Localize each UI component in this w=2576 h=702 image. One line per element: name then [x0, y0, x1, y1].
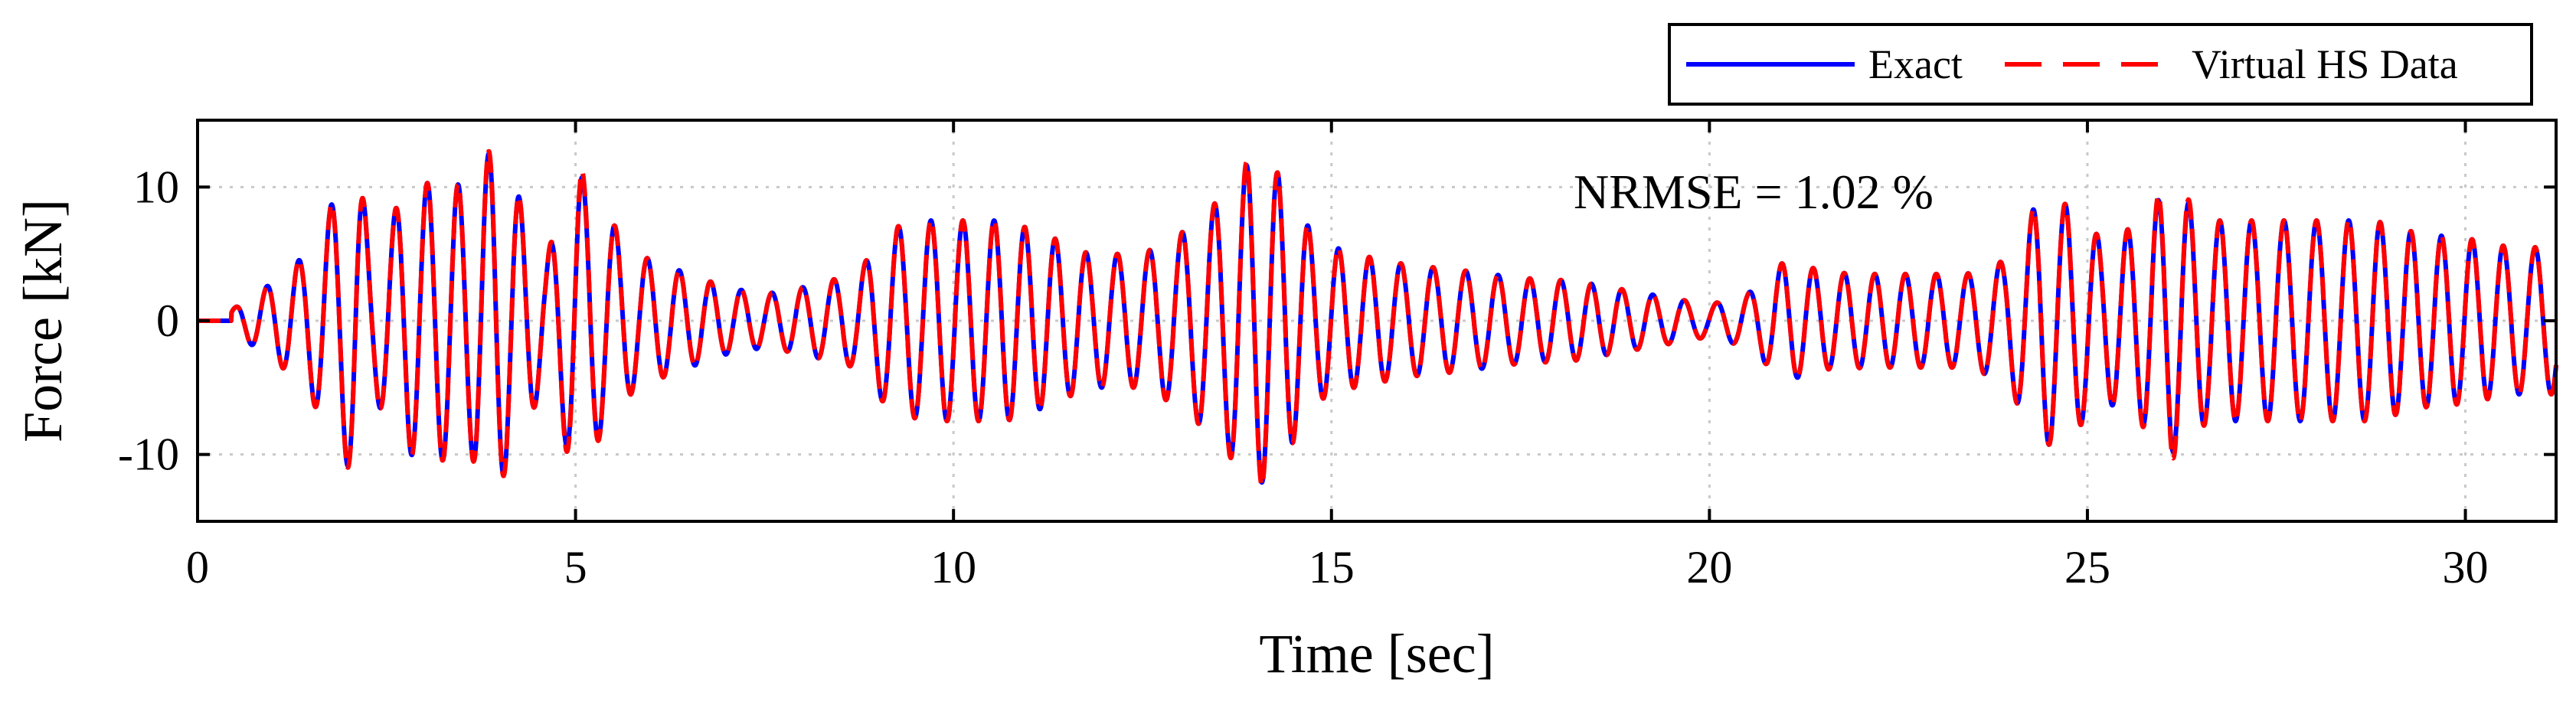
- y-tick-labels: -10 0 10: [118, 162, 179, 479]
- x-tick-label: 5: [564, 542, 587, 593]
- x-axis-label: Time [sec]: [1259, 623, 1494, 684]
- nrmse-annotation: NRMSE = 1.02 %: [1574, 165, 1934, 219]
- x-tick-labels: 0 5 10 15 20 25 30: [186, 542, 2489, 593]
- x-tick-label: 10: [930, 542, 976, 593]
- x-tick-label: 20: [1686, 542, 1732, 593]
- y-tick-label: 10: [133, 162, 179, 212]
- x-tick-label: 30: [2443, 542, 2489, 593]
- series-layer: [195, 149, 2558, 488]
- legend-label-exact: Exact: [1868, 41, 1963, 87]
- y-tick-label: -10: [118, 429, 179, 480]
- legend-label-virtual: Virtual HS Data: [2192, 41, 2458, 87]
- tick-marks: [196, 120, 2556, 521]
- y-axis-label: Force [kN]: [12, 199, 74, 442]
- series-line-virtual-hs-data: [195, 149, 2558, 488]
- x-tick-label: 0: [186, 542, 209, 593]
- y-tick-label: 0: [156, 295, 179, 346]
- x-tick-label: 25: [2064, 542, 2110, 593]
- legend: Exact Virtual HS Data: [1668, 23, 2533, 106]
- x-tick-label: 15: [1309, 542, 1355, 593]
